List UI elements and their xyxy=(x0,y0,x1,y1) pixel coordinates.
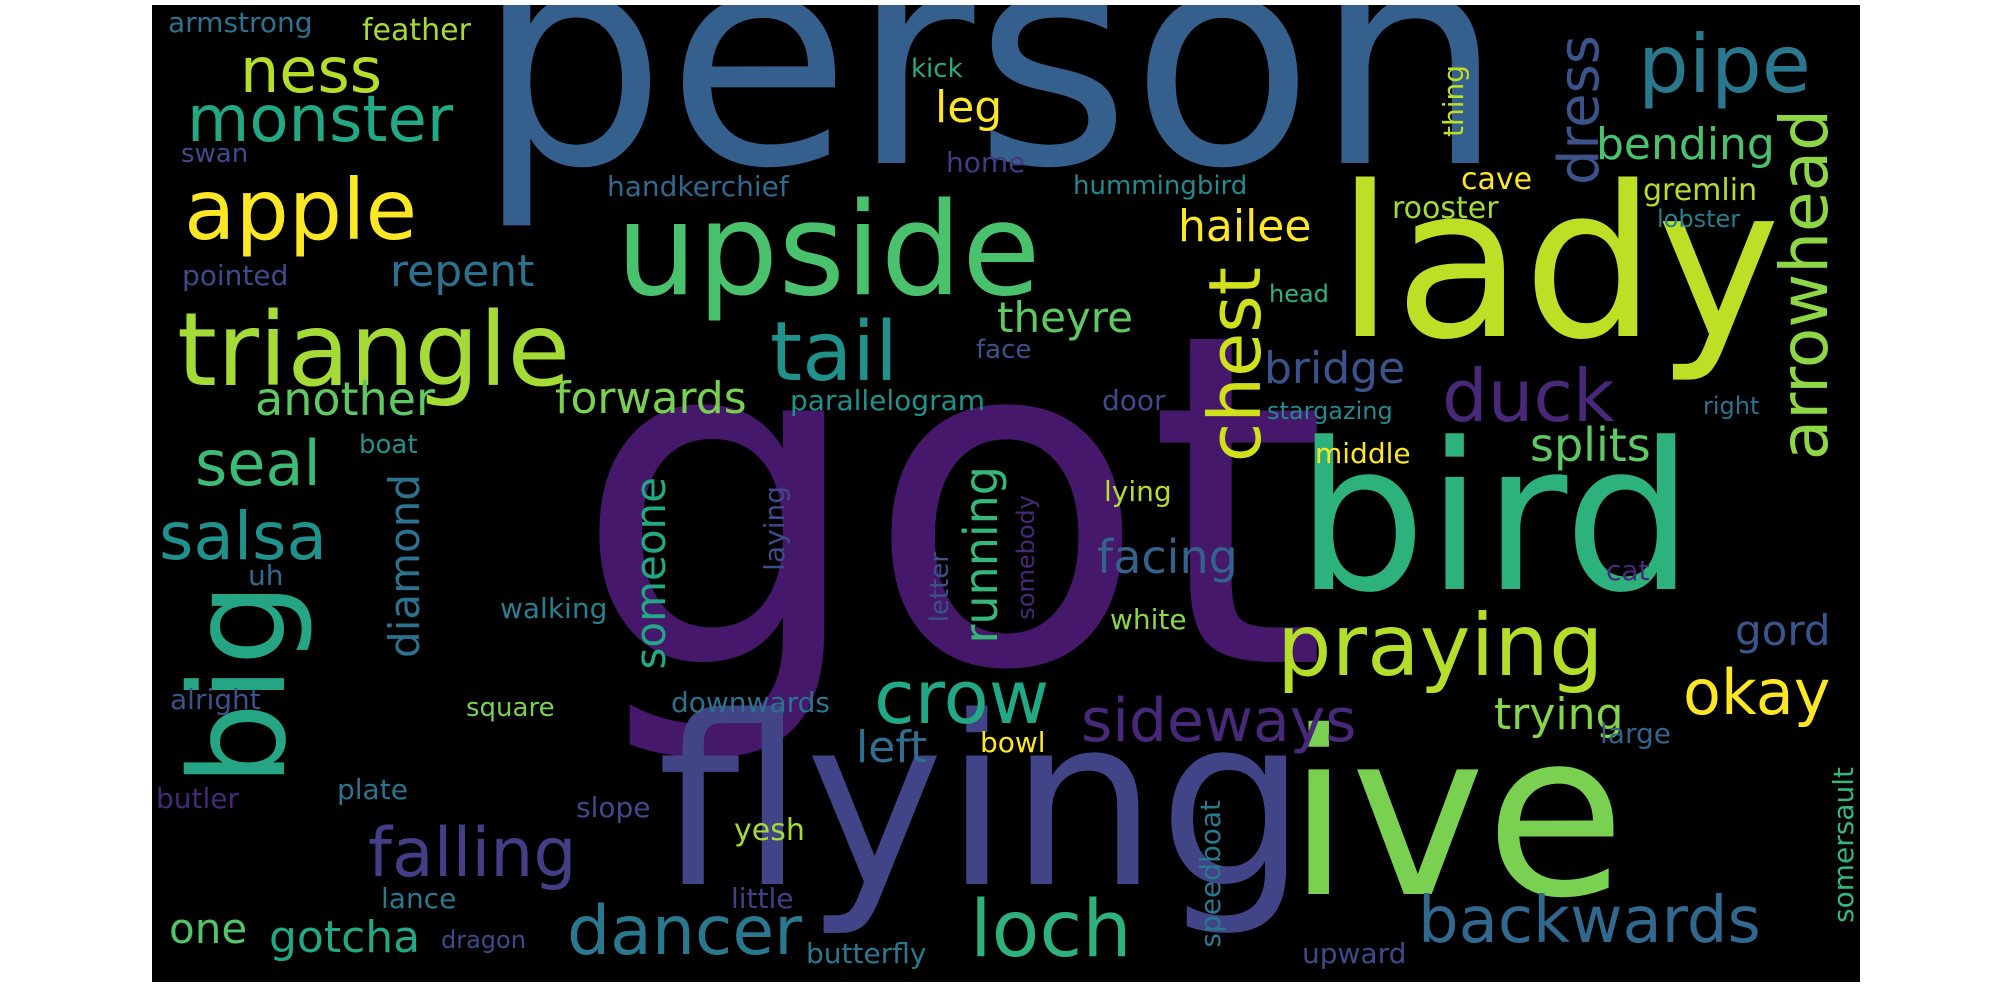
word-face: face xyxy=(976,335,1032,365)
word-feather: feather xyxy=(362,13,471,48)
word-walking: walking xyxy=(500,592,608,625)
word-forwards: forwards xyxy=(555,373,747,424)
word-rooster: rooster xyxy=(1392,191,1499,226)
word-apple: apple xyxy=(184,161,418,259)
word-okay: okay xyxy=(1683,656,1831,729)
word-sideways: sideways xyxy=(1081,686,1357,756)
word-laying: laying xyxy=(758,486,791,571)
word-triangle: triangle xyxy=(177,291,571,410)
word-lying: lying xyxy=(1104,475,1172,508)
word-bending: bending xyxy=(1596,119,1775,170)
word-duck: duck xyxy=(1442,354,1615,438)
word-uh: uh xyxy=(248,559,284,592)
word-handkerchief: handkerchief xyxy=(607,170,789,203)
word-gord: gord xyxy=(1735,606,1831,655)
word-swan: swan xyxy=(181,139,249,169)
word-alright: alright xyxy=(170,683,261,716)
word-repent: repent xyxy=(390,246,535,297)
word-thing: thing xyxy=(1437,65,1470,138)
word-lance: lance xyxy=(381,882,457,915)
word-large: large xyxy=(1600,717,1671,750)
word-middle: middle xyxy=(1315,437,1411,470)
word-lady: lady xyxy=(1336,141,1781,386)
word-cat: cat xyxy=(1606,554,1650,587)
word-splits: splits xyxy=(1530,418,1651,472)
word-dragon: dragon xyxy=(441,926,526,954)
word-arrowhead: arrowhead xyxy=(1766,109,1843,461)
word-chest: chest xyxy=(1193,267,1277,463)
word-another: another xyxy=(255,372,435,426)
word-somebody: somebody xyxy=(1012,495,1040,620)
word-leg: leg xyxy=(935,82,1003,133)
word-falling: falling xyxy=(368,814,577,893)
word-pipe: pipe xyxy=(1638,18,1812,111)
word-plate: plate xyxy=(337,773,408,806)
word-yesh: yesh xyxy=(734,813,805,848)
word-bird: bird xyxy=(1296,400,1694,638)
word-downwards: downwards xyxy=(671,686,830,719)
word-bridge: bridge xyxy=(1264,343,1406,394)
word-slope: slope xyxy=(576,791,651,824)
word-gotcha: gotcha xyxy=(269,912,421,963)
word-home: home xyxy=(946,146,1026,179)
word-crow: crow xyxy=(874,655,1050,741)
word-loch: loch xyxy=(970,885,1132,975)
word-monster: monster xyxy=(187,83,454,157)
word-white: white xyxy=(1110,603,1187,636)
word-person: person xyxy=(476,5,1505,234)
word-lobster: lobster xyxy=(1657,205,1741,233)
word-head: head xyxy=(1269,280,1329,308)
word-pointed: pointed xyxy=(182,259,289,292)
word-hailee: hailee xyxy=(1178,201,1312,252)
word-parallelogram: parallelogram xyxy=(790,384,986,417)
word-kick: kick xyxy=(911,54,963,84)
word-dancer: dancer xyxy=(567,892,803,971)
word-someone: someone xyxy=(626,477,675,670)
word-somersault: somersault xyxy=(1827,767,1860,923)
word-square: square xyxy=(466,693,555,723)
word-diamond: diamond xyxy=(380,474,429,658)
word-salsa: salsa xyxy=(159,498,327,575)
word-little: little xyxy=(731,882,794,915)
word-seal: seal xyxy=(195,427,321,500)
word-armstrong: armstrong xyxy=(168,6,313,39)
word-ness: ness xyxy=(240,34,383,107)
word-got: got xyxy=(574,236,1328,771)
word-praying: praying xyxy=(1277,596,1604,696)
word-butler: butler xyxy=(156,782,240,815)
word-ive: ive xyxy=(1287,682,1626,948)
word-running: running xyxy=(954,466,1008,644)
word-cloud: got person flying ive lady bird upside b… xyxy=(152,5,1860,982)
word-letter: letter xyxy=(925,552,955,623)
word-door: door xyxy=(1102,384,1166,417)
word-tail: tail xyxy=(770,305,898,400)
word-bowl: bowl xyxy=(980,726,1046,759)
word-facing: facing xyxy=(1097,530,1238,584)
word-flying: flying xyxy=(657,667,1308,940)
word-backwards: backwards xyxy=(1418,884,1761,958)
word-stargazing: stargazing xyxy=(1267,397,1393,425)
word-upside: upside xyxy=(616,176,1041,325)
word-one: one xyxy=(169,904,248,953)
word-cave: cave xyxy=(1461,162,1533,197)
word-hummingbird: hummingbird xyxy=(1073,171,1248,201)
word-boat: boat xyxy=(359,430,418,460)
word-right: right xyxy=(1703,392,1760,420)
word-trying: trying xyxy=(1494,689,1624,740)
word-gremlin: gremlin xyxy=(1643,173,1758,208)
word-left: left xyxy=(856,722,928,773)
word-butterfly: butterfly xyxy=(806,937,927,970)
word-theyre: theyre xyxy=(997,293,1133,342)
word-speedboat: speedboat xyxy=(1194,800,1227,948)
word-upward: upward xyxy=(1302,937,1407,970)
